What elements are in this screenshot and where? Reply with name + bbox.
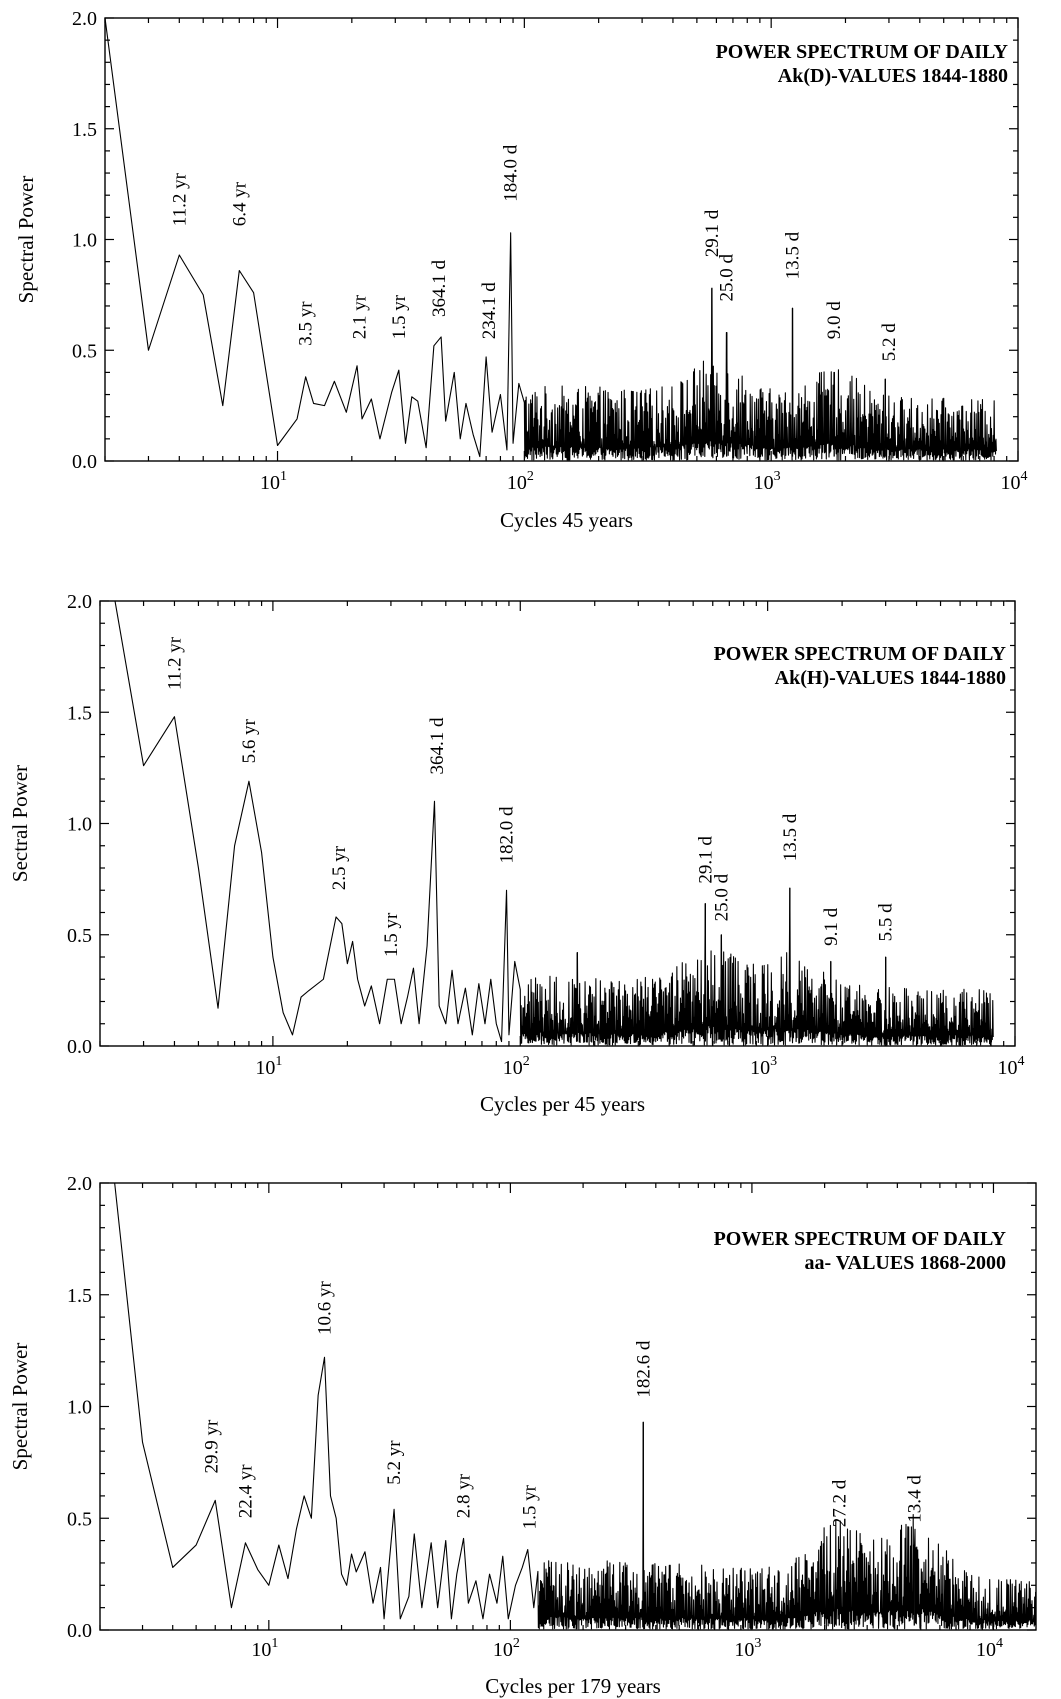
peak-annotation: 182.6 d (633, 1340, 654, 1398)
peak-annotation: 13.4 d (904, 1475, 925, 1523)
x-tick-label: 104 (976, 1636, 1003, 1661)
y-tick-label: 2.0 (67, 1173, 92, 1195)
x-tick-label: 103 (734, 1636, 761, 1661)
x-tick-label: 103 (750, 1054, 777, 1079)
peak-annotation: 234.1 d (479, 282, 500, 340)
peak-annotation: 5.5 d (876, 903, 897, 942)
y-tick-label: 1.5 (67, 1285, 92, 1307)
x-axis-label: Cycles per 179 years (485, 1674, 661, 1698)
peak-annotation: 6.4 yr (229, 181, 250, 226)
peak-annotation: 182.0 d (497, 806, 518, 864)
peak-annotation: 1.5 yr (389, 294, 410, 339)
peak-annotation: 364.1 d (429, 260, 450, 318)
peak-annotation: 1.5 yr (520, 1484, 541, 1529)
chart-title-line-1: POWER SPECTRUM OF DAILY (714, 643, 1007, 665)
y-tick-label: 1.0 (67, 814, 92, 836)
chart-title-line-1: POWER SPECTRUM OF DAILY (716, 41, 1009, 63)
peak-annotation: 29.1 d (702, 209, 723, 257)
peak-annotation: 2.5 yr (329, 845, 350, 890)
peak-annotation: 364.1 d (427, 717, 448, 775)
x-tick-label: 101 (260, 469, 287, 494)
chart-panel-3: 0.0 0.5 1.0 1.5 2.0 101 102 103 104 Cycles per 17… (8, 1173, 1037, 1698)
peak-annotation: 5.6 yr (239, 718, 260, 763)
peak-annotation: 9.0 d (824, 301, 845, 340)
peak-annotation: 25.0 d (711, 873, 732, 921)
x-tick-label: 102 (503, 1054, 530, 1079)
spectrum-series (114, 1183, 1036, 1630)
x-tick-label: 102 (507, 469, 534, 494)
x-tick-label: 101 (251, 1636, 278, 1661)
peak-annotation: 2.1 yr (350, 294, 371, 339)
chart-title-line-2: aa- VALUES 1868-2000 (804, 1252, 1006, 1274)
x-tick-label: 104 (1001, 469, 1028, 494)
y-tick-label: 1.5 (72, 119, 97, 141)
y-axis-label: Spectral Power (14, 176, 38, 304)
x-tick-label: 102 (493, 1636, 520, 1661)
chart-title-line-1: POWER SPECTRUM OF DAILY (714, 1228, 1007, 1250)
peak-annotation: 9.1 d (821, 907, 842, 946)
y-tick-label: 0.0 (67, 1620, 92, 1642)
spectrum-series (105, 18, 997, 461)
peak-annotation: 184.0 d (501, 144, 522, 202)
x-axis-label: Cycles 45 years (500, 508, 633, 532)
y-tick-label: 1.0 (72, 230, 97, 252)
chart-panel-2: 0.0 0.5 1.0 1.5 2.0 101 102 103 104 Cycles per 45… (8, 591, 1025, 1116)
y-tick-label: 0.5 (67, 1508, 92, 1530)
peak-annotation: 13.5 d (780, 813, 801, 861)
chart-title-line-2: Ak(D)-VALUES 1844-1880 (778, 65, 1008, 87)
peak-annotation: 29.9 yr (202, 1419, 223, 1474)
y-tick-label: 1.5 (67, 702, 92, 724)
peak-annotation: 2.8 yr (454, 1473, 475, 1518)
peak-annotation: 13.5 d (783, 231, 804, 279)
x-tick-label: 101 (255, 1054, 282, 1079)
chart-title-line-2: Ak(H)-VALUES 1844-1880 (775, 667, 1006, 689)
x-tick-label: 103 (754, 469, 781, 494)
peak-annotation: 10.6 yr (315, 1281, 336, 1336)
y-tick-label: 0.5 (72, 340, 97, 362)
peak-annotation: 25.0 d (717, 254, 738, 302)
x-axis-label: Cycles per 45 years (480, 1092, 645, 1116)
peak-annotation: 3.5 yr (296, 301, 317, 346)
y-tick-label: 0.0 (67, 1036, 92, 1058)
y-tick-label: 2.0 (67, 591, 92, 613)
x-tick-label: 104 (998, 1054, 1025, 1079)
peak-annotation: 27.2 d (829, 1479, 850, 1527)
y-tick-label: 1.0 (67, 1397, 92, 1419)
peak-annotation: 11.2 yr (169, 172, 190, 226)
peak-annotation: 1.5 yr (381, 912, 402, 957)
peak-annotation: 5.2 yr (384, 1440, 405, 1485)
peak-annotation: 5.2 d (879, 323, 900, 362)
y-axis-label: Sectral Power (8, 765, 32, 882)
y-axis-label: Spectral Power (8, 1343, 32, 1471)
y-tick-label: 2.0 (72, 8, 97, 30)
peak-annotation: 22.4 yr (235, 1464, 256, 1519)
spectrum-series (114, 601, 995, 1046)
peak-annotation: 29.1 d (695, 836, 716, 884)
chart-panel-1: 0.0 0.5 1.0 1.5 2.0 101 102 103 104 Cycles 45 yea… (14, 8, 1028, 532)
peak-annotation: 11.2 yr (165, 636, 186, 690)
y-tick-label: 0.5 (67, 925, 92, 947)
y-tick-label: 0.0 (72, 451, 97, 473)
